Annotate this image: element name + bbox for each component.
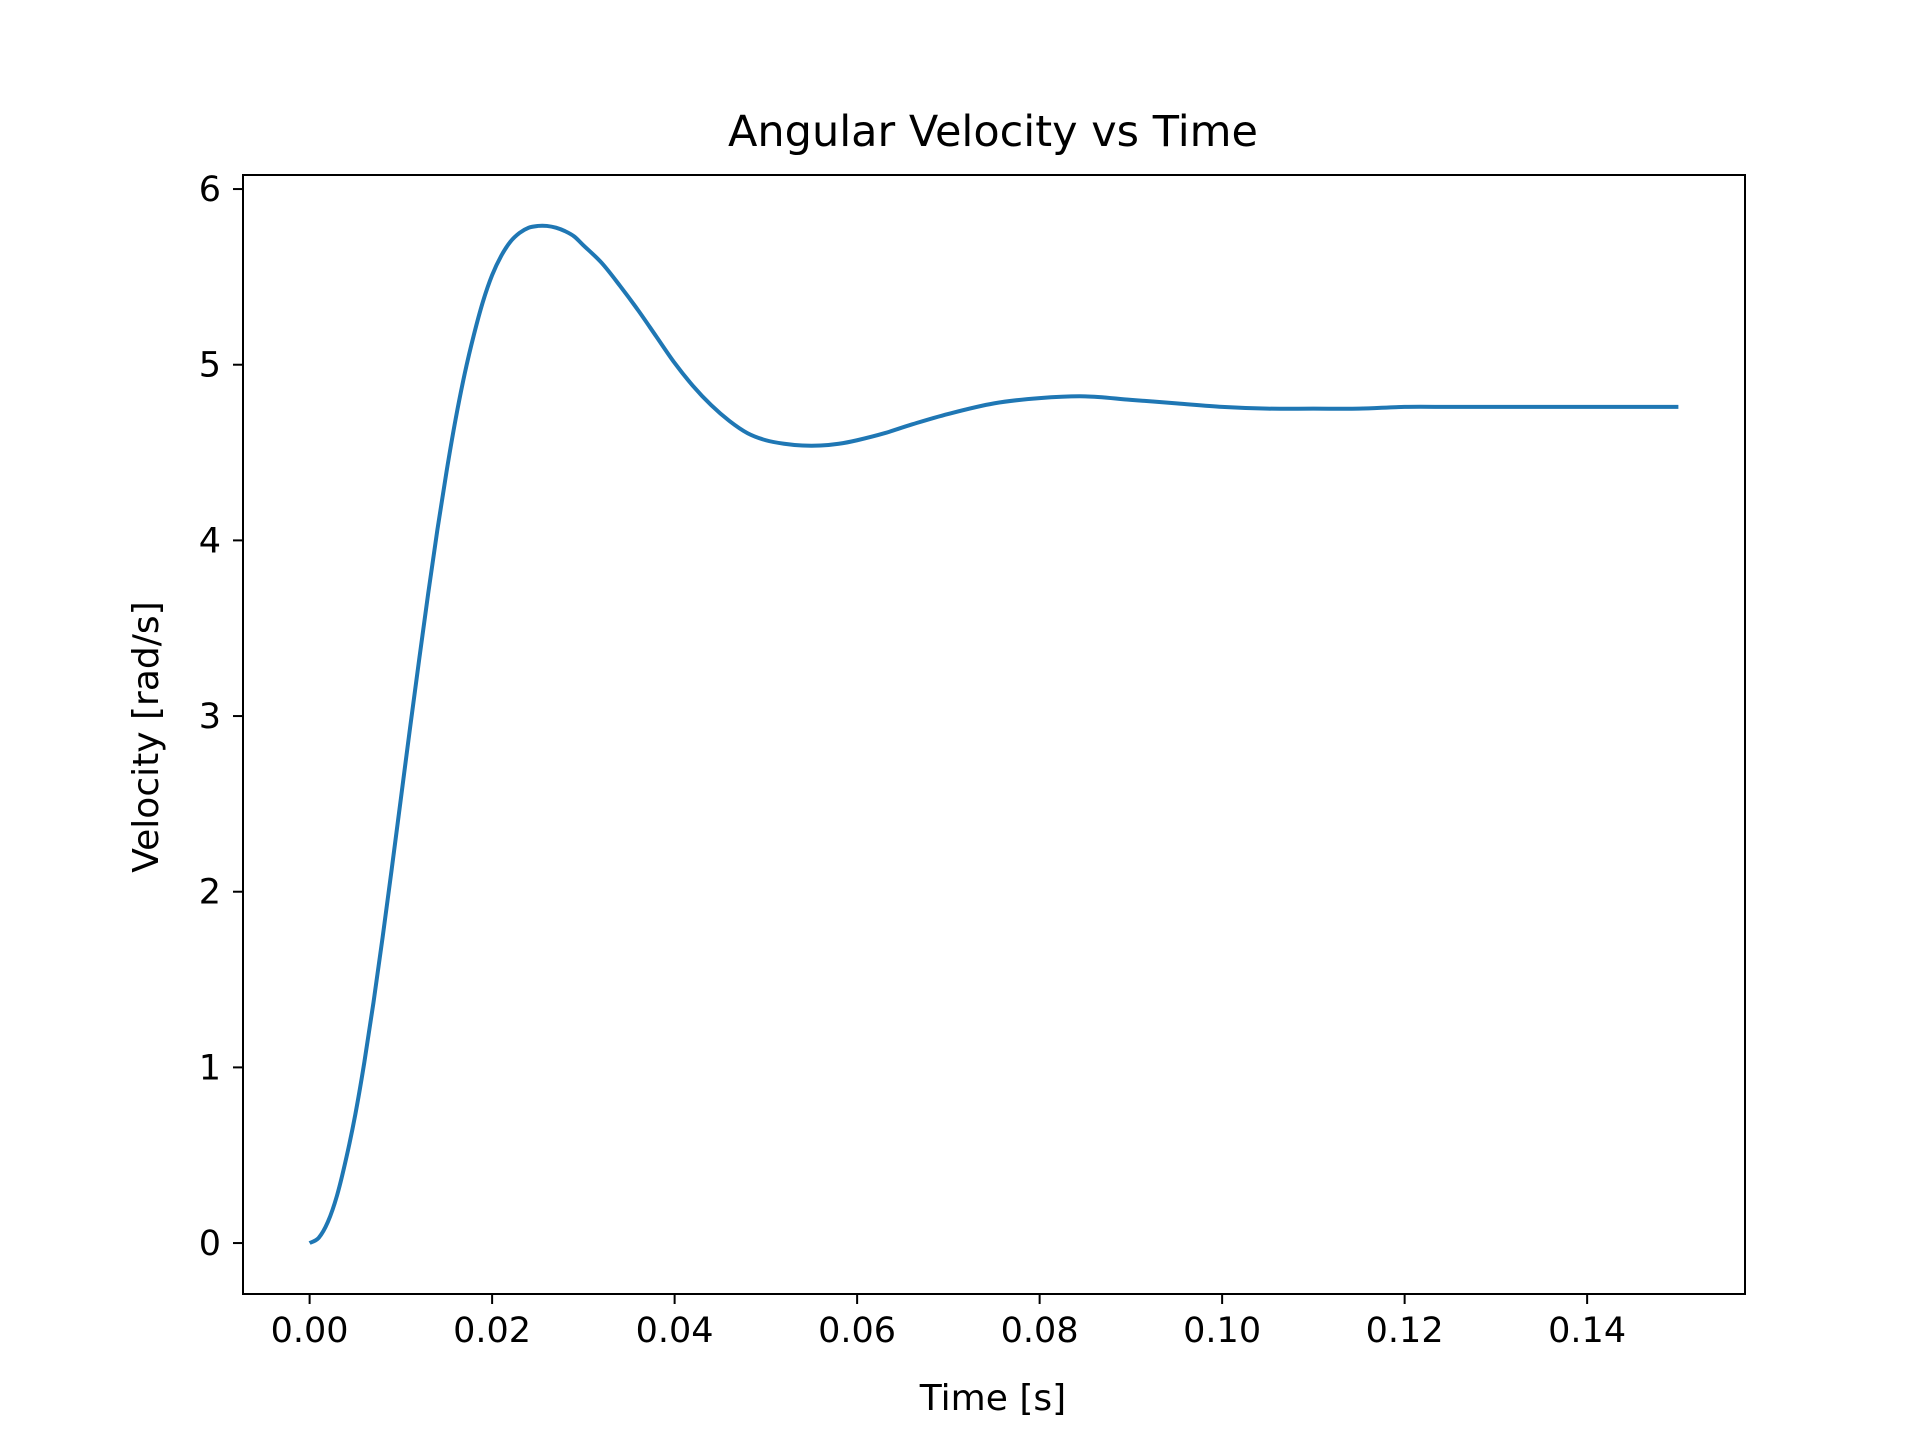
plot-area <box>308 223 1679 1245</box>
x-tick-label: 0.04 <box>636 1311 714 1351</box>
y-tick-label: 4 <box>199 521 221 561</box>
x-tick-label: 0.08 <box>1001 1311 1079 1351</box>
x-tick-label: 0.00 <box>271 1311 349 1351</box>
series-line-0 <box>308 223 1679 1245</box>
y-tick-label: 0 <box>199 1224 221 1264</box>
y-axis: 0 1 2 3 4 5 6 <box>199 170 243 1264</box>
x-tick-label: 0.12 <box>1366 1311 1444 1351</box>
y-tick-label: 5 <box>199 346 221 386</box>
y-tick-label: 1 <box>199 1048 221 1088</box>
x-tick-label: 0.06 <box>818 1311 896 1351</box>
x-tick-label: 0.14 <box>1548 1311 1626 1351</box>
y-axis-title: Velocity [rad/s] <box>126 601 167 872</box>
plot-frame <box>242 174 1746 1295</box>
x-tick-label: 0.10 <box>1183 1311 1261 1351</box>
x-axis-title: Time [s] <box>919 1378 1066 1419</box>
y-tick-label: 2 <box>199 873 221 913</box>
x-tick-label: 0.02 <box>453 1311 531 1351</box>
y-tick-label: 3 <box>199 697 221 737</box>
chart-title: Angular Velocity vs Time <box>728 107 1258 157</box>
y-tick-label: 6 <box>199 170 221 210</box>
x-axis: 0.00 0.02 0.04 0.06 0.08 0.10 0.12 0.14 <box>271 1294 1626 1351</box>
